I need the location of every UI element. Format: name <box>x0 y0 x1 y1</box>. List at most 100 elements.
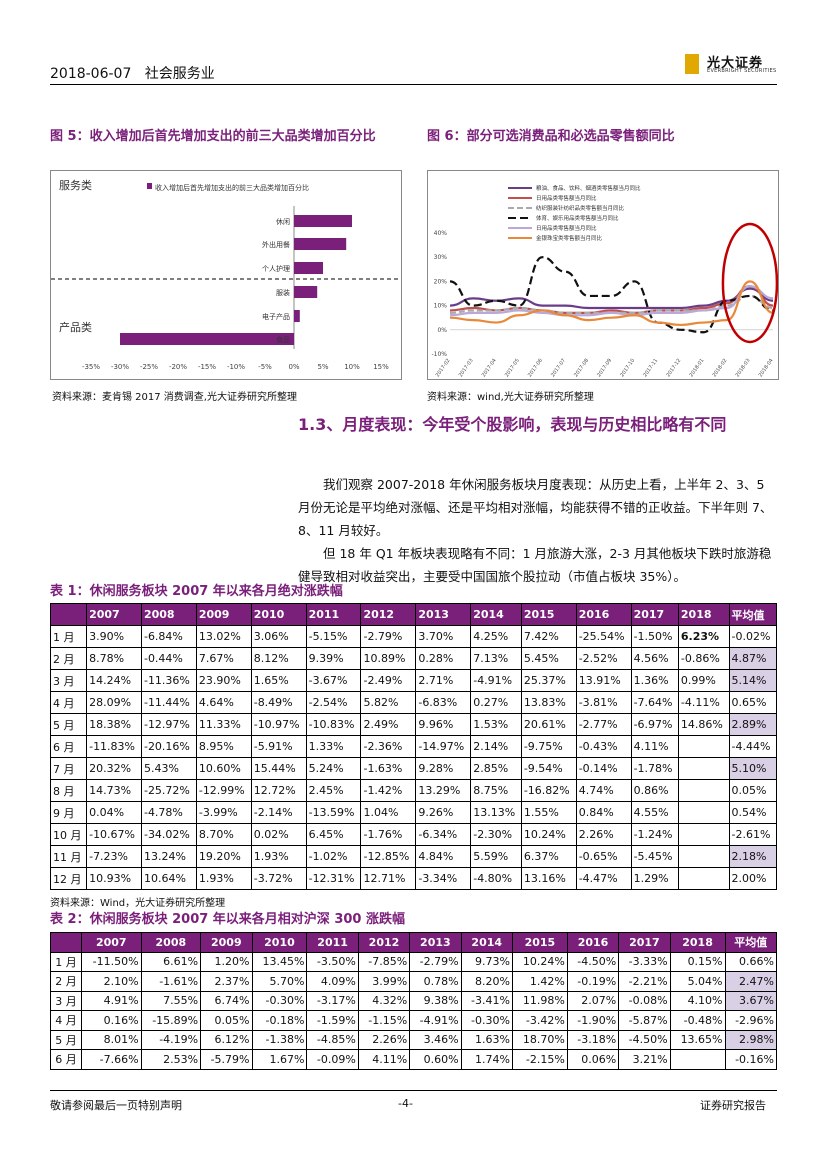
table-cell: 14.73% <box>86 779 142 802</box>
table-cell: 13.13% <box>470 801 522 824</box>
table1-title: 表 1：休闲服务板块 2007 年以来各月绝对涨跌幅 <box>50 584 343 599</box>
table-cell: 2 月 <box>50 971 82 992</box>
table-cell: -7.64% <box>630 691 679 714</box>
table-cell: 0.84% <box>575 801 632 824</box>
table-cell: -6.34% <box>415 823 472 846</box>
table2-title: 表 2：休闲服务板块 2007 年以来各月相对沪深 300 涨跌幅 <box>50 912 405 927</box>
logo-text: 光大证券 <box>707 56 764 71</box>
table-cell: 5 月 <box>49 713 88 736</box>
table-cell: -4.80% <box>470 867 522 890</box>
table-cell: -2.21% <box>618 971 671 992</box>
table-row: 5 月 8.01% -4.19% 6.12% -1.38% -4.85% 2.26% 3.46… <box>50 1029 778 1050</box>
table-header-cell: 2008 <box>140 932 202 953</box>
table-cell <box>677 823 730 846</box>
table-cell: 12 月 <box>49 867 88 890</box>
table-cell: 3.90% <box>86 625 142 648</box>
table-cell: -3.81% <box>575 691 632 714</box>
table-cell <box>677 757 730 780</box>
fig6-x-tick: 2017-09 <box>596 358 613 379</box>
fig6-y-tick: 20% <box>434 278 448 285</box>
table-cell: 2.85% <box>470 757 522 780</box>
table-cell: 14.24% <box>86 669 142 692</box>
table-cell: -20.16% <box>140 735 197 758</box>
table-cell: -7.23% <box>86 845 142 868</box>
fig5-bar <box>294 262 323 274</box>
table-cell: -5.15% <box>305 625 362 648</box>
table-cell: 4.64% <box>195 691 252 714</box>
table-cell: -10.83% <box>305 713 362 736</box>
table-cell: -12.31% <box>305 867 362 890</box>
table-cell: 2.89% <box>728 713 778 736</box>
table-cell: 4.87% <box>728 647 778 670</box>
table-cell: -12.97% <box>140 713 197 736</box>
table-cell: 8 月 <box>49 779 88 802</box>
table-cell: 13.45% <box>251 951 308 972</box>
table-cell: 5.45% <box>520 647 577 670</box>
table-header-cell: 平均值 <box>724 932 778 953</box>
table-cell: 9.26% <box>415 801 472 824</box>
table-cell: 4.74% <box>575 779 632 802</box>
table-cell: 4.10% <box>669 990 726 1011</box>
table-cell: 0.16% <box>81 1010 142 1031</box>
table-cell: 2.49% <box>360 713 417 736</box>
table-cell: 6.74% <box>200 990 253 1011</box>
table-cell: 8.01% <box>81 1029 142 1050</box>
fig6-y-tick: 10% <box>434 303 448 310</box>
table-cell: 1 月 <box>50 951 82 972</box>
table-row: 7 月 20.32% 5.43% 10.60% 15.44% 5.24% -1.63% 9.2… <box>49 757 778 780</box>
table-cell: 0.05% <box>200 1010 253 1031</box>
table-cell: 11.98% <box>511 990 568 1011</box>
table-cell: -10.97% <box>250 713 307 736</box>
company-logo: 光大证券 EVERBRIGHT SECURITIES <box>685 52 780 78</box>
table-cell: 3.99% <box>357 971 411 992</box>
fig6-x-tick: 2017-03 <box>458 358 475 379</box>
table-cell: -2.36% <box>360 735 417 758</box>
fig6-y-tick: 30% <box>434 254 448 261</box>
table-cell: 2.26% <box>357 1029 411 1050</box>
table-cell: 8.75% <box>470 779 522 802</box>
table-header-cell: 2017 <box>630 603 679 626</box>
table-cell: 5.82% <box>360 691 417 714</box>
fig6-x-tick: 2018-01 <box>689 358 706 379</box>
table-cell: 0.60% <box>409 1049 462 1070</box>
fig5-category-label: 外出用餐 <box>262 240 290 249</box>
fig6-x-tick: 2017-07 <box>550 358 567 379</box>
table-cell: 5.59% <box>470 845 522 868</box>
table-cell: -11.50% <box>81 951 142 972</box>
table-cell: 8.20% <box>460 971 513 992</box>
table-cell: 6 月 <box>49 735 88 758</box>
table-cell: -0.08% <box>618 990 671 1011</box>
footer-report-type: 证券研究报告 <box>700 1099 766 1112</box>
table-row: 5 月 18.38% -12.97% 11.33% -10.97% -10.83% 2.49… <box>49 713 778 736</box>
table-cell: 1.36% <box>630 669 679 692</box>
table-cell: 14.86% <box>677 713 730 736</box>
table-cell: 1 月 <box>49 625 88 648</box>
table-cell: 4.11% <box>357 1049 411 1070</box>
table-cell: 1.53% <box>470 713 522 736</box>
fig5-bar <box>294 310 300 322</box>
table-header-cell: 2016 <box>566 932 620 953</box>
table-cell: -0.44% <box>140 647 197 670</box>
table-cell: 4.11% <box>630 735 679 758</box>
table-cell: 1.55% <box>520 801 577 824</box>
table-cell: 10.60% <box>195 757 252 780</box>
fig5-bar <box>294 286 318 298</box>
fig6-legend-entry: 纺织服装针纺织品类零售额当月同比 <box>536 204 625 212</box>
fig5-x-tick: -25% <box>140 363 158 371</box>
fig5-category-label: 食品 <box>276 335 290 344</box>
table-cell: 6.12% <box>200 1029 253 1050</box>
fig5-x-tick: 10% <box>344 363 360 371</box>
table-cell: 2.37% <box>200 971 253 992</box>
fig5-category-label: 休闲 <box>276 217 290 226</box>
table-cell: -14.97% <box>415 735 472 758</box>
table-cell: -3.34% <box>415 867 472 890</box>
table-cell: -13.59% <box>305 801 362 824</box>
table-row: 1 月 3.90% -6.84% 13.02% 3.06% -5.15% -2.79% 3.7… <box>49 625 778 648</box>
table-cell: 1.04% <box>360 801 417 824</box>
table-cell: -4.91% <box>470 669 522 692</box>
fig6-legend-entry: 粮油、食品、饮料、烟酒类零售额当月同比 <box>536 184 641 192</box>
fig5-bar <box>294 215 352 227</box>
fig6-highlight-circle <box>721 222 779 344</box>
table-cell: 1.93% <box>250 845 307 868</box>
table-cell: 3.67% <box>724 990 778 1011</box>
